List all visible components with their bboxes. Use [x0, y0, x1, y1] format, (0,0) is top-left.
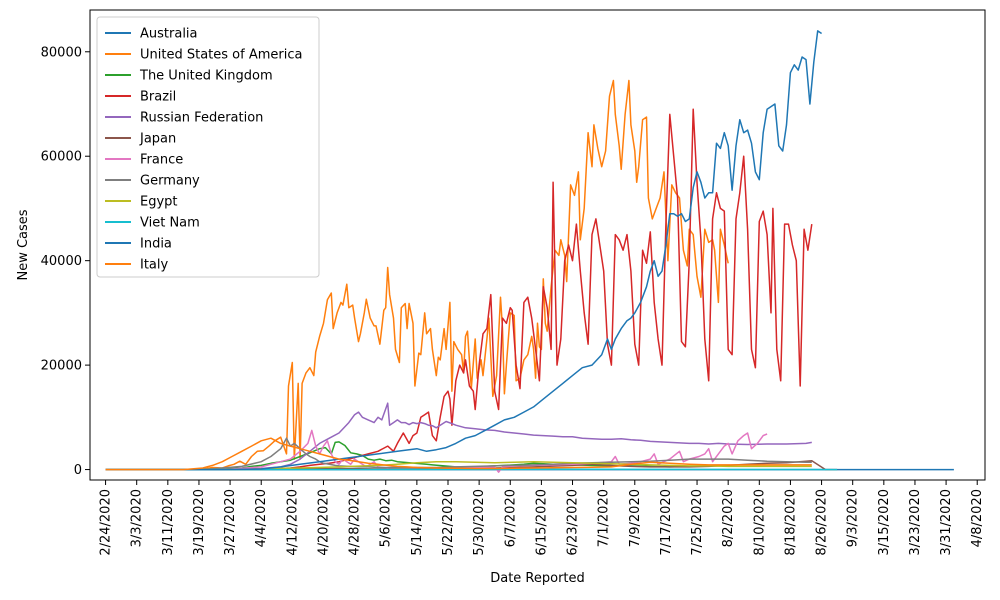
series-line-1 — [105, 79, 729, 471]
x-tick-label: 8/18/2020 — [783, 489, 798, 556]
x-tick-label: 7/1/2020 — [597, 489, 612, 547]
legend-label-2: The United Kingdom — [139, 69, 273, 84]
x-tick-label: 3/23/2020 — [908, 489, 923, 556]
x-tick-label: 2/24/2020 — [99, 489, 114, 556]
series-line-10 — [105, 30, 823, 471]
y-axis-label: New Cases — [16, 209, 31, 280]
plot-frame — [89, 9, 986, 481]
legend-label-9: Viet Nam — [140, 216, 200, 231]
x-tick-label: 8/26/2020 — [815, 489, 830, 556]
legend-label-4: Russian Federation — [140, 111, 263, 126]
x-tick-label: 3/15/2020 — [877, 489, 892, 556]
x-tick-label: 3/11/2020 — [161, 489, 176, 556]
legend-box — [96, 16, 320, 278]
legend: Australia United States of America The Uni… — [96, 16, 320, 278]
x-tick-label: 7/9/2020 — [628, 489, 643, 547]
y-tick-label: 0 — [74, 463, 82, 478]
legend-label-7: Germany — [140, 174, 200, 189]
x-tick-label: 4/4/2020 — [254, 489, 269, 547]
series-lines — [105, 30, 954, 473]
x-tick-label: 5/14/2020 — [410, 489, 425, 556]
x-tick-label: 4/8/2020 — [970, 489, 985, 547]
legend-label-6: France — [140, 153, 183, 168]
series-line-3 — [105, 108, 813, 471]
x-tick-label: 4/20/2020 — [316, 489, 331, 556]
y-tick-label: 20000 — [41, 359, 82, 374]
x-axis-label: Date Reported — [490, 571, 585, 586]
x-tick-label: 5/22/2020 — [441, 489, 456, 556]
x-tick-label: 7/17/2020 — [659, 489, 674, 556]
x-tick-label: 6/15/2020 — [534, 489, 549, 556]
series-line-8 — [105, 460, 812, 471]
y-tick-label: 40000 — [41, 254, 82, 269]
y-tick-label: 60000 — [41, 150, 82, 165]
x-tick-label: 3/31/2020 — [939, 489, 954, 556]
legend-label-3: Brazil — [140, 90, 176, 105]
legend-label-11: Italy — [140, 258, 169, 273]
x-tick-label: 7/25/2020 — [690, 489, 705, 556]
y-axis: 0 20000 40000 60000 80000 — [41, 45, 90, 478]
x-tick-label: 3/19/2020 — [192, 489, 207, 556]
series-line-11 — [105, 437, 812, 471]
x-tick-label: 4/28/2020 — [348, 489, 363, 556]
x-tick-label: 6/23/2020 — [566, 489, 581, 556]
legend-label-1: United States of America — [140, 48, 302, 63]
legend-label-5: Japan — [139, 132, 176, 147]
legend-label-0: Australia — [140, 27, 198, 42]
x-tick-label: 3/27/2020 — [223, 489, 238, 556]
x-tick-label: 5/6/2020 — [379, 489, 394, 547]
series-line-4 — [105, 402, 812, 471]
x-axis: 2/24/2020 3/3/2020 3/11/2020 3/19/2020 3/27/… — [99, 480, 985, 556]
x-tick-label: 4/12/2020 — [285, 489, 300, 556]
x-tick-label: 5/30/2020 — [472, 489, 487, 556]
x-tick-label: 9/3/2020 — [846, 489, 861, 547]
x-tick-label: 8/10/2020 — [752, 489, 767, 556]
series-line-7 — [105, 437, 812, 471]
x-tick-label: 3/3/2020 — [130, 489, 145, 547]
y-tick-label: 80000 — [41, 45, 82, 60]
x-tick-label: 6/7/2020 — [503, 489, 518, 547]
legend-label-8: Egypt — [140, 195, 178, 210]
legend-label-10: India — [140, 237, 172, 252]
x-tick-label: 8/2/2020 — [721, 489, 736, 547]
